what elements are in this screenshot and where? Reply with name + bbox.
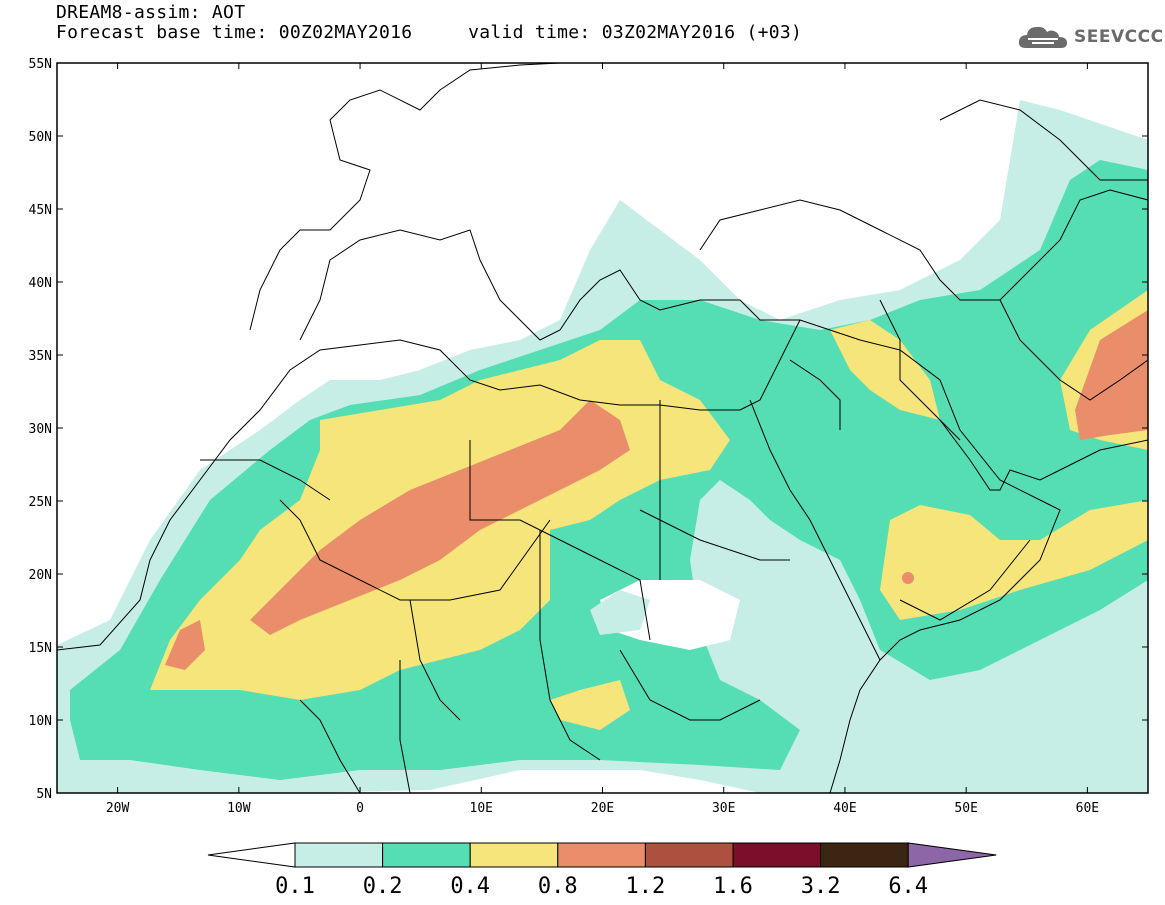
colorbar-label: 0.2 xyxy=(363,874,403,899)
colorbar-label: 6.4 xyxy=(888,874,928,899)
axis-ticks xyxy=(57,62,1148,794)
lat-label: 15N xyxy=(29,641,52,656)
lon-label: 40E xyxy=(833,801,856,816)
cloud-icon xyxy=(1018,26,1067,48)
logo-text: SEEVCCC xyxy=(1074,27,1164,47)
lat-label: 45N xyxy=(29,203,52,218)
lon-label: 10W xyxy=(227,801,251,816)
colorbar-segment xyxy=(557,842,646,868)
colorbar-label: 1.2 xyxy=(626,874,666,899)
lon-label: 10E xyxy=(470,801,493,816)
colorbar-label: 0.4 xyxy=(450,874,490,899)
colorbar-left-arrow xyxy=(207,842,296,868)
colorbar: 0.1 0.2 0.4 0.8 1.2 1.6 3.2 6.4 xyxy=(207,842,997,899)
colorbar-segment xyxy=(644,842,734,868)
lat-label: 35N xyxy=(29,349,52,364)
aot-band-0.4 xyxy=(830,320,940,420)
lon-label: 0 xyxy=(356,801,364,816)
colorbar-segment xyxy=(732,842,822,868)
lat-label: 40N xyxy=(29,276,52,291)
colorbar-segment xyxy=(820,842,909,868)
lon-label: 60E xyxy=(1076,801,1099,816)
colorbar-segment xyxy=(294,842,384,868)
lon-label: 30E xyxy=(712,801,735,816)
lat-label: 55N xyxy=(29,57,52,72)
colorbar-segment xyxy=(382,842,471,868)
coastlines xyxy=(57,63,1148,793)
aot-band-0.8 xyxy=(165,620,205,670)
chart-title: DREAM8-assim: AOT xyxy=(56,2,246,23)
lon-label: 20E xyxy=(591,801,614,816)
aot-field xyxy=(57,63,1148,793)
colorbar-label: 3.2 xyxy=(801,874,841,899)
lat-label: 20N xyxy=(29,568,52,583)
aot-band-0.8 xyxy=(250,400,630,635)
longitude-labels: 20W 10W 0 10E 20E 30E 40E 50E 60E xyxy=(106,801,1099,816)
lat-label: 25N xyxy=(29,495,52,510)
lat-label: 10N xyxy=(29,714,52,729)
aot-band-0.8 xyxy=(902,572,914,584)
colorbar-right-arrow xyxy=(907,842,997,868)
aot-clear-patch xyxy=(590,590,650,635)
lon-label: 50E xyxy=(954,801,977,816)
colorbar-segment xyxy=(469,842,559,868)
aot-band-0.8 xyxy=(1075,310,1148,440)
aot-band-0.4 xyxy=(550,680,630,730)
lat-label: 50N xyxy=(29,130,52,145)
colorbar-label: 0.8 xyxy=(538,874,578,899)
seevccc-logo: SEEVCCC xyxy=(1018,24,1164,50)
lon-label: 20W xyxy=(106,801,130,816)
colorbar-label: 1.6 xyxy=(713,874,753,899)
colorbar-label: 0.1 xyxy=(275,874,315,899)
latitude-labels: 55N 50N 45N 40N 35N 30N 25N 20N 15N 10N 5N xyxy=(29,57,52,802)
lat-label: 30N xyxy=(29,422,52,437)
lat-label: 5N xyxy=(36,787,52,802)
chart-subtitle: Forecast base time: 00Z02MAY2016 valid t… xyxy=(56,22,803,43)
